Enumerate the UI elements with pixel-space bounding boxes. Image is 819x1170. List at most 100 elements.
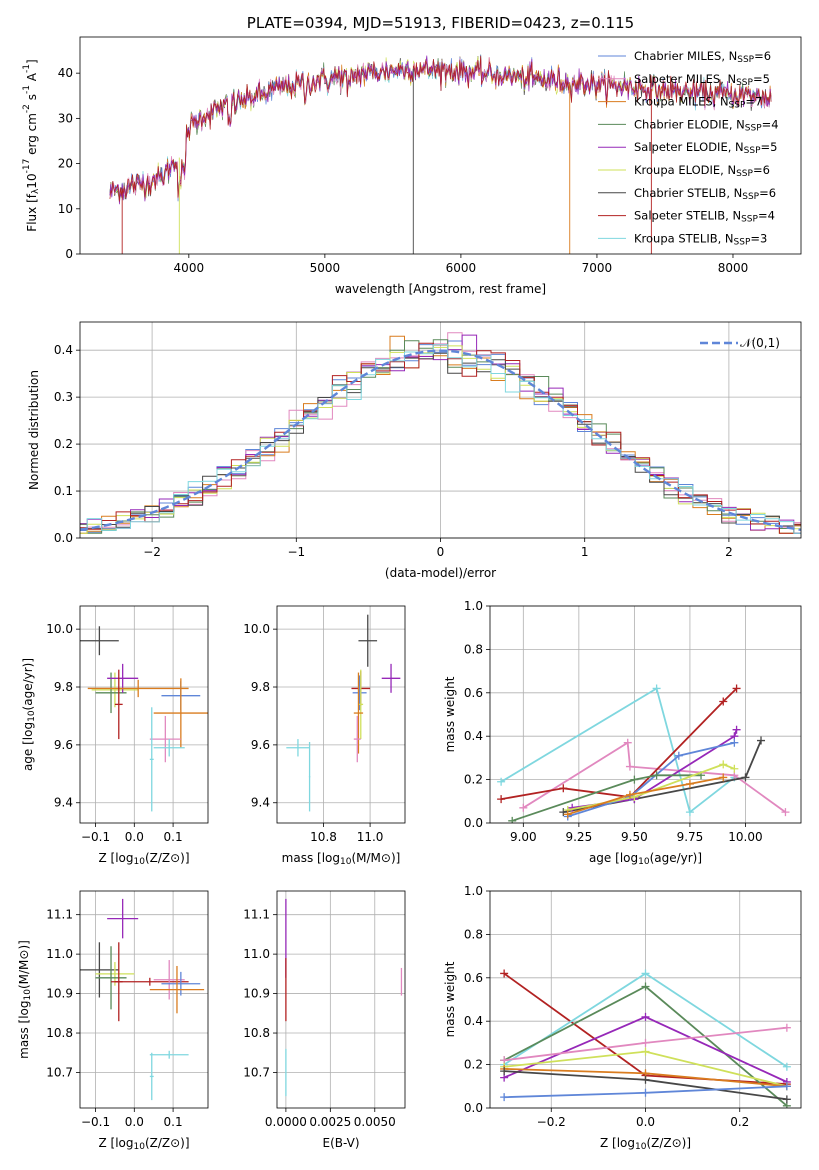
x-tick-label: 2 xyxy=(725,545,733,559)
weight-marker xyxy=(685,808,694,817)
weight-marker xyxy=(782,1062,791,1071)
y-tick-label: 10.9 xyxy=(46,987,73,1001)
plot-area xyxy=(285,898,403,1097)
errorbar-point xyxy=(107,898,139,939)
weight-marker xyxy=(732,684,741,693)
y-axis-label: mass weight xyxy=(443,961,457,1037)
label-part: mass weight xyxy=(443,676,457,752)
label-part: log xyxy=(617,1136,635,1150)
x-tick-label: 9.50 xyxy=(621,830,648,844)
x-tick-label: 0.1 xyxy=(164,830,183,844)
weight-marker xyxy=(641,1088,650,1097)
y-tick-label: 10.7 xyxy=(46,1065,73,1079)
weight-marker xyxy=(719,697,728,706)
weight-marker xyxy=(563,810,572,819)
x-tick-label: 10.00 xyxy=(728,830,762,844)
label-part: 10 xyxy=(27,710,37,722)
y-axis-label: Flux [fλ10-17 erg cm-2 s-1 A-1] xyxy=(22,59,41,231)
label-part: (Z/Z⊙)] xyxy=(145,851,190,865)
y-tick-label: 0.6 xyxy=(464,686,483,700)
label-part: (age/yr)] xyxy=(21,658,35,710)
weight-marker xyxy=(641,982,650,991)
weight-marker xyxy=(508,816,517,823)
y-tick-label: 10.8 xyxy=(243,1026,270,1040)
y-tick-label: 40 xyxy=(58,66,73,80)
plot-area xyxy=(80,332,801,534)
x-tick-label: 8000 xyxy=(718,261,749,275)
plot-area xyxy=(109,54,772,254)
x-tick-label: 11.0 xyxy=(357,830,384,844)
y-tick-label: 0.0 xyxy=(464,1101,483,1115)
weight-marker xyxy=(641,1047,650,1056)
errorbar-point xyxy=(149,707,154,812)
label-part: Z [ xyxy=(98,851,115,865)
chart-weight_vs_Z: −0.2 0.0 0.2 0.0 0.2 0.4 0.6 0.8 1.0 Z [log10(Z/Z… xyxy=(443,884,802,1152)
x-tick-label: 4000 xyxy=(174,261,205,275)
x-tick-label: 0.0 xyxy=(125,830,144,844)
label-part: =6 xyxy=(753,163,770,177)
errorbar-point xyxy=(286,739,310,757)
x-axis-label: mass [log10(M/M⊙)] xyxy=(282,851,401,867)
errorbar-point xyxy=(358,614,378,667)
plot-area xyxy=(286,614,401,812)
label-part: Salpeter STELIB, N xyxy=(634,209,741,223)
x-axis-label: Z [log10(Z/Z⊙)] xyxy=(98,1136,189,1152)
x-tick-label: 0 xyxy=(437,545,445,559)
label-part: SSP xyxy=(737,55,754,65)
weight-marker xyxy=(652,684,661,693)
label-part: 10 xyxy=(133,1142,145,1152)
errorbar-point xyxy=(114,669,123,740)
legend-entry: Kroupa STELIB, NSSP=3 xyxy=(634,231,767,247)
legend-entry: 𝒩(0,1) xyxy=(740,336,780,350)
y-tick-label: 0.8 xyxy=(464,927,483,941)
weight-line xyxy=(500,687,735,814)
y-axis-label: mass weight xyxy=(443,676,457,752)
histogram-step xyxy=(80,344,801,534)
label-part: Z [ xyxy=(98,1136,115,1150)
legend-entry: Salpeter ELODIE, NSSP=5 xyxy=(634,140,777,156)
legend-entry: Chabrier MILES, NSSP=6 xyxy=(634,49,771,65)
x-axis-label: Z [log10(Z/Z⊙)] xyxy=(600,1136,691,1152)
x-tick-label: 0.2 xyxy=(730,1115,749,1129)
axes-frame xyxy=(79,36,802,255)
x-tick-label: 9.75 xyxy=(677,830,704,844)
weight-marker xyxy=(559,808,568,817)
weight-marker xyxy=(641,1075,650,1084)
errorbar-point xyxy=(149,715,181,763)
legend-entry: Kroupa ELODIE, NSSP=6 xyxy=(634,163,770,179)
weight-marker xyxy=(782,1095,791,1104)
label-part: SSP xyxy=(742,192,759,202)
y-tick-label: 9.6 xyxy=(54,738,73,752)
errorbar-point xyxy=(95,946,127,1010)
label-part: 10 xyxy=(25,173,39,188)
y-tick-label: 1.0 xyxy=(464,884,483,898)
weight-marker xyxy=(641,969,650,978)
x-tick-label: 9.00 xyxy=(510,830,537,844)
errorbar-point xyxy=(111,977,189,986)
weight-marker xyxy=(625,790,634,799)
x-axis-label: age [log10(age/yr)] xyxy=(589,851,702,867)
y-tick-label: 20 xyxy=(58,157,73,171)
label-part: =7 xyxy=(745,95,762,109)
y-axis-label: mass [log10(M/M⊙)] xyxy=(17,940,33,1059)
weight-marker xyxy=(782,1082,791,1091)
weight-marker xyxy=(719,760,728,769)
plot-area xyxy=(497,684,790,823)
label-part: s xyxy=(25,94,39,104)
weight-marker xyxy=(730,764,739,773)
label-part: 10 xyxy=(23,989,33,1001)
y-tick-label: 0.6 xyxy=(464,971,483,985)
label-part: log xyxy=(17,1000,31,1018)
weight-marker xyxy=(782,1023,791,1032)
label-part: mass weight xyxy=(443,961,457,1037)
y-tick-label: 10.0 xyxy=(243,622,270,636)
label-part: age [ xyxy=(21,740,35,771)
weight-marker xyxy=(500,1093,509,1102)
errorbar-point xyxy=(95,672,127,714)
y-axis-label: age [log10(age/yr)] xyxy=(21,658,37,771)
y-tick-label: 11.0 xyxy=(46,947,73,961)
label-part: SSP xyxy=(734,237,751,247)
gaussian-curve xyxy=(80,349,801,531)
label-part: SSP xyxy=(741,215,758,225)
x-tick-label: 5000 xyxy=(310,261,341,275)
